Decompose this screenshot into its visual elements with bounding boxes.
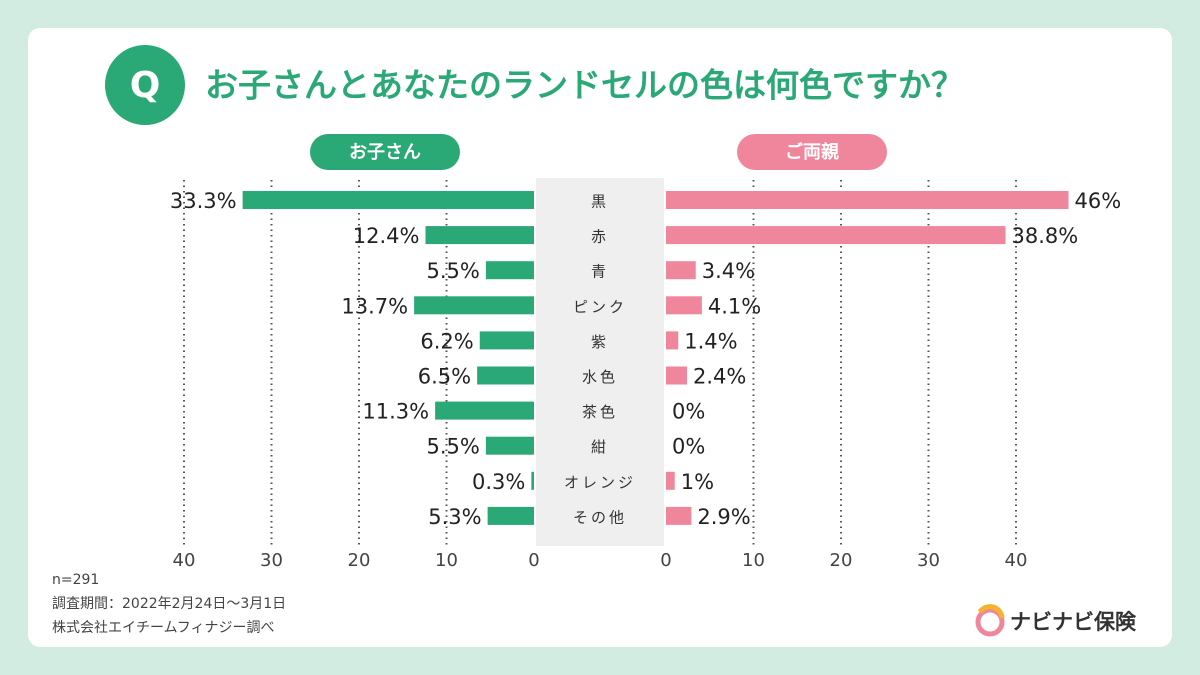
x-tick-label: 30: [260, 550, 283, 571]
value-label: 38.8%: [1012, 224, 1079, 248]
category-label: オレンジ: [564, 473, 636, 491]
bar: [477, 366, 534, 385]
value-label: 11.3%: [362, 400, 429, 424]
value-label: 2.9%: [697, 505, 750, 529]
bar: [666, 506, 692, 525]
value-label: 6.2%: [420, 329, 473, 353]
value-label: 0%: [672, 400, 705, 424]
legend-pill: [737, 134, 887, 170]
x-tick-label: 30: [917, 550, 940, 571]
legend-label: お子さん: [349, 142, 421, 163]
logo: ナビナビ保険: [975, 604, 1137, 637]
bar: [666, 471, 675, 490]
bar: [425, 226, 534, 245]
x-tick-label: 0: [528, 550, 539, 571]
note: 調査期間：2022年2月24日～3月1日: [52, 596, 286, 612]
x-tick-label: 10: [435, 550, 458, 571]
category-label: 水色: [582, 368, 618, 386]
value-label: 0.3%: [472, 470, 525, 494]
x-tick-label: 10: [742, 550, 765, 571]
value-label: 3.4%: [702, 259, 755, 283]
value-label: 13.7%: [341, 294, 408, 318]
category-label: 茶色: [582, 403, 618, 421]
logo-icon: [975, 607, 1005, 637]
legend-label: ご両親: [785, 141, 839, 163]
value-label: 5.3%: [428, 505, 481, 529]
note: n=291: [52, 572, 99, 588]
bar: [666, 261, 696, 280]
category-label: 紫: [591, 333, 609, 351]
value-label: 1.4%: [684, 329, 737, 353]
badge-circle: [105, 45, 185, 125]
value-label: 6.5%: [418, 365, 471, 389]
bar: [479, 331, 534, 350]
bar: [414, 296, 534, 315]
category-label: 黒: [591, 193, 609, 211]
value-label: 2.4%: [693, 365, 746, 389]
value-label: 33.3%: [170, 189, 237, 213]
category-column: [536, 178, 664, 546]
value-label: 5.5%: [427, 435, 480, 459]
value-label: 1%: [681, 470, 714, 494]
x-tick-label: 40: [173, 550, 196, 571]
category-label: ピンク: [573, 298, 627, 316]
bar: [435, 401, 534, 420]
badge: Q: [130, 65, 161, 106]
note: 株式会社エイチームフィナジー調べ: [52, 620, 274, 636]
category-label: 赤: [591, 228, 609, 246]
x-tick-label: 0: [660, 550, 671, 571]
legend-pill: [310, 134, 460, 170]
bar: [485, 436, 534, 455]
value-label: 5.5%: [427, 259, 480, 283]
bar: [531, 471, 534, 490]
value-label: 0%: [672, 435, 705, 459]
bar: [666, 366, 687, 385]
category-label: 紺: [591, 438, 609, 456]
x-tick-label: 20: [830, 550, 853, 571]
chart-title: お子さんとあなたのランドセルの色は何色ですか？: [205, 66, 964, 105]
bar: [666, 296, 702, 315]
value-label: 46%: [1075, 189, 1122, 213]
x-tick-label: 40: [1005, 550, 1028, 571]
value-label: 4.1%: [708, 294, 761, 318]
bar: [487, 506, 534, 525]
logo-text: ナビナビ保険: [1010, 610, 1137, 634]
x-tick-label: 20: [348, 550, 371, 571]
category-label: その他: [573, 508, 627, 526]
bar: [666, 191, 1069, 209]
bar: [485, 261, 534, 280]
value-label: 12.4%: [353, 224, 420, 248]
bar: [666, 331, 679, 350]
bar: [242, 191, 534, 209]
logo-icon-accent: [977, 604, 1005, 619]
category-label: 青: [591, 263, 609, 281]
bar: [666, 226, 1006, 245]
